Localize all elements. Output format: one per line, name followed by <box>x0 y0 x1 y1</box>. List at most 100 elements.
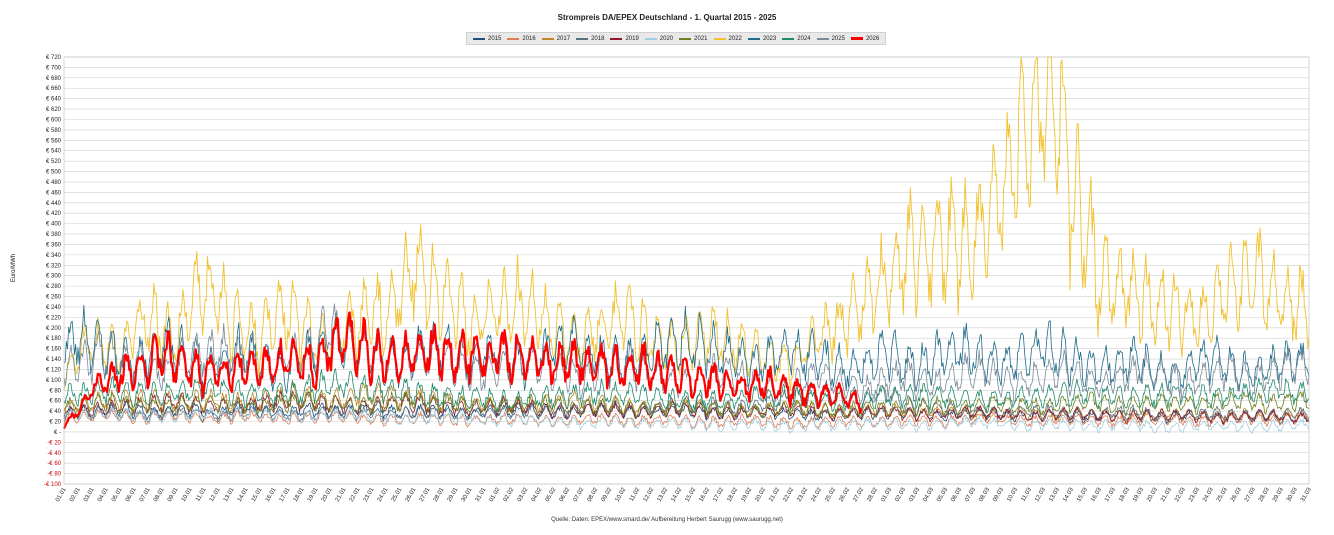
legend-label: 2015 <box>488 35 502 42</box>
legend-swatch <box>713 37 726 40</box>
x-tick-label: 14.02 <box>671 486 684 503</box>
legend-swatch <box>644 37 657 40</box>
x-tick-label: 06.01 <box>125 486 138 503</box>
y-tick-label: € 360 <box>46 242 62 248</box>
x-tick-label: 25.01 <box>391 486 404 503</box>
legend-item-2021: 2021 <box>679 35 708 42</box>
x-tick-label: 22.03 <box>1174 486 1187 503</box>
y-tick-label: € 600 <box>46 117 62 123</box>
y-tick-label: € 220 <box>46 315 62 321</box>
y-tick-label: € 480 <box>46 180 62 186</box>
x-tick-label: 24.03 <box>1202 486 1215 503</box>
y-axis-ticks: € 720 € 700 € 680 € 660 € 640 € 620 € 600 € 580… <box>44 55 62 488</box>
x-tick-label: 05.02 <box>545 486 558 503</box>
x-tick-label: 01.01 <box>55 486 68 503</box>
legend-label: 2021 <box>694 35 708 42</box>
x-tick-label: 05.01 <box>111 486 124 503</box>
legend-label: 2024 <box>797 35 811 42</box>
legend-item-2026: 2026 <box>850 36 879 42</box>
legend-item-2025: 2025 <box>816 35 845 42</box>
x-tick-label: 24.01 <box>377 486 390 503</box>
x-tick-label: 19.01 <box>307 486 320 503</box>
x-tick-label: 01.02 <box>489 486 502 503</box>
x-tick-label: 11.01 <box>195 486 208 502</box>
x-tick-label: 21.01 <box>335 486 348 503</box>
y-tick-label: -€ 20 <box>47 440 61 446</box>
x-tick-label: 31.03 <box>1300 486 1313 503</box>
x-tick-label: 08.02 <box>587 486 600 503</box>
y-tick-label: € 100 <box>46 378 62 384</box>
y-tick-label: € 680 <box>46 76 62 82</box>
x-tick-label: 26.01 <box>405 486 418 503</box>
x-tick-label: 26.02 <box>838 486 851 503</box>
x-tick-label: 04.02 <box>531 486 544 503</box>
y-tick-label: € 400 <box>46 222 62 228</box>
x-tick-label: 23.03 <box>1188 486 1201 503</box>
legend-label: 2025 <box>831 35 845 42</box>
x-tick-label: 14.03 <box>1062 486 1075 503</box>
x-tick-label: 18.01 <box>293 486 306 503</box>
x-tick-label: 27.02 <box>852 486 865 503</box>
x-tick-label: 08.03 <box>978 486 991 503</box>
source-note: Quelle: Daten: EPEX/www.smard.de/ Aufber… <box>551 517 783 523</box>
x-tick-label: 09.01 <box>167 486 180 503</box>
legend-item-2015: 2015 <box>473 36 501 42</box>
y-tick-label: € 380 <box>46 232 62 238</box>
y-tick-label: € 580 <box>46 128 62 134</box>
x-tick-label: 23.01 <box>363 486 376 503</box>
x-tick-label: 30.03 <box>1286 486 1299 503</box>
legend-label: 2016 <box>522 35 536 42</box>
legend-swatch <box>507 37 520 40</box>
y-tick-label: € 560 <box>46 138 62 144</box>
x-tick-label: 04.03 <box>922 486 935 503</box>
x-tick-label: 12.03 <box>1034 486 1047 503</box>
y-tick-label: € 660 <box>46 86 62 92</box>
y-tick-label: -€ 40 <box>47 451 61 457</box>
y-tick-label: € 520 <box>46 159 62 165</box>
x-tick-label: 17.01 <box>279 486 292 503</box>
x-tick-label: 26.03 <box>1230 486 1243 503</box>
y-tick-label: € 720 <box>46 55 62 61</box>
legend-swatch <box>610 37 623 40</box>
x-tick-label: 15.03 <box>1076 486 1089 503</box>
series-lines <box>63 56 1310 434</box>
x-tick-label: 16.03 <box>1090 486 1103 503</box>
y-tick-label: € 140 <box>46 357 62 363</box>
x-tick-label: 06.03 <box>950 486 963 503</box>
y-tick-label: € 280 <box>46 284 62 290</box>
x-tick-label: 03.03 <box>908 486 921 503</box>
series-line-2026 <box>63 311 863 430</box>
y-tick-label: € 320 <box>46 263 62 269</box>
y-tick-label: € 40 <box>49 409 61 415</box>
series-line-2025 <box>63 303 1310 406</box>
x-tick-label: 20.03 <box>1146 486 1159 503</box>
y-tick-label: € - <box>54 430 61 436</box>
x-tick-label: 10.03 <box>1006 486 1019 503</box>
x-axis-ticks: 01.01 02.01 03.01 04.01 05.01 06.01 07.01 08.01… <box>55 486 1313 503</box>
legend-label: 2019 <box>625 35 639 42</box>
x-tick-label: 06.02 <box>559 486 572 503</box>
x-tick-label: 07.02 <box>573 486 586 503</box>
y-tick-label: € 260 <box>46 295 62 301</box>
legend-item-2018: 2018 <box>576 36 604 42</box>
x-tick-label: 20.01 <box>321 486 334 503</box>
x-tick-label: 17.03 <box>1104 486 1117 503</box>
legend-swatch <box>782 37 795 40</box>
chart-legend: 2015 2016 2017 2018 2019 2020 2021 2022 2023 2024… <box>466 32 887 45</box>
series-line-2019 <box>63 390 1310 425</box>
x-tick-label: 04.01 <box>97 486 110 503</box>
x-tick-label: 16.02 <box>699 486 712 503</box>
x-tick-label: 05.03 <box>936 486 949 503</box>
x-tick-label: 03.02 <box>517 486 530 503</box>
x-tick-label: 15.01 <box>251 486 264 503</box>
x-tick-label: 28.02 <box>866 486 879 503</box>
y-tick-label: € 240 <box>46 305 62 311</box>
legend-item-2017: 2017 <box>541 36 570 42</box>
legend-swatch <box>541 37 554 40</box>
x-tick-label: 19.03 <box>1132 486 1145 503</box>
series-line-2022 <box>63 56 1310 392</box>
series-line-2018 <box>63 379 1310 423</box>
x-tick-label: 28.01 <box>433 486 446 503</box>
